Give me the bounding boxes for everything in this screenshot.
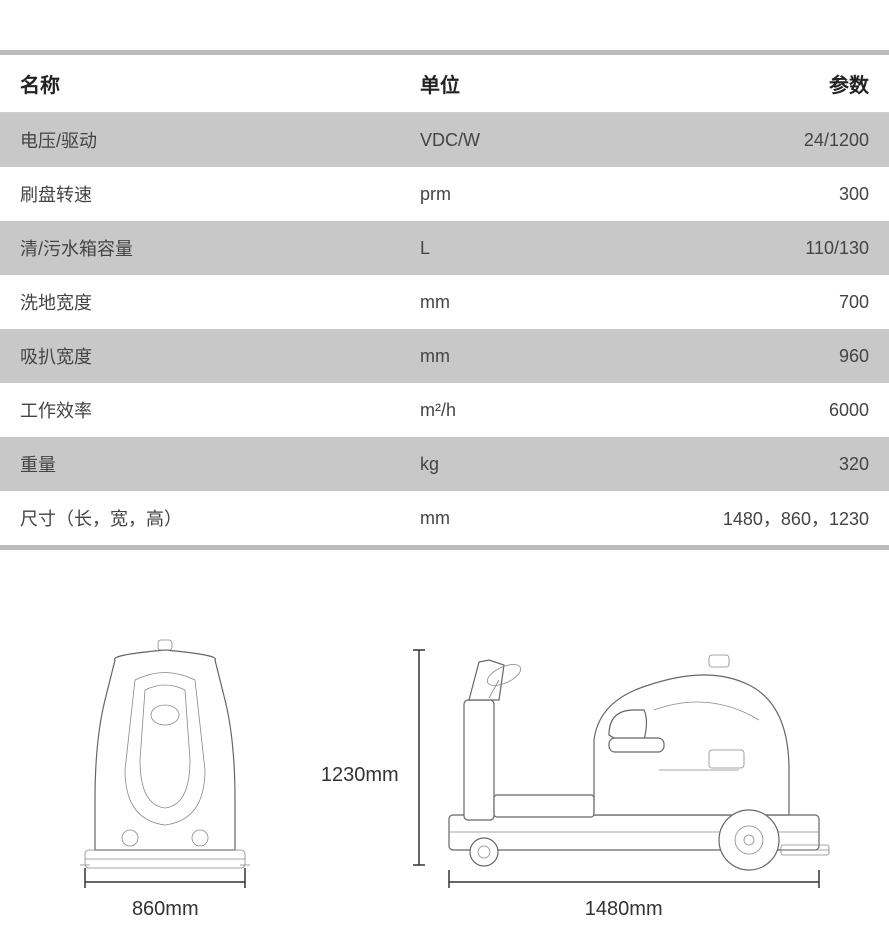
cell-param: 24/1200 (622, 113, 889, 168)
cell-name: 工作效率 (0, 383, 400, 437)
front-width-label: 860mm (132, 898, 199, 921)
cell-name: 重量 (0, 437, 400, 491)
table-row: 吸扒宽度mm960 (0, 329, 889, 383)
side-height-label: 1230mm (321, 764, 399, 787)
cell-unit: mm (400, 275, 622, 329)
side-length-label: 1480mm (585, 898, 663, 921)
cell-unit: mm (400, 329, 622, 383)
cell-unit: m²/h (400, 383, 622, 437)
table-row: 电压/驱动VDC/W24/1200 (0, 113, 889, 168)
cell-param: 960 (622, 329, 889, 383)
front-view-svg (50, 630, 280, 890)
cell-param: 1480，860，1230 (622, 491, 889, 548)
cell-unit: kg (400, 437, 622, 491)
cell-name: 洗地宽度 (0, 275, 400, 329)
cell-param: 300 (622, 167, 889, 221)
table-row: 洗地宽度mm700 (0, 275, 889, 329)
cell-name: 电压/驱动 (0, 113, 400, 168)
cell-param: 110/130 (622, 221, 889, 275)
spec-table: 名称 单位 参数 电压/驱动VDC/W24/1200刷盘转速prm300清/污水… (0, 50, 889, 550)
table-row: 刷盘转速prm300 (0, 167, 889, 221)
header-param: 参数 (622, 53, 889, 113)
header-name: 名称 (0, 53, 400, 113)
table-row: 重量kg320 (0, 437, 889, 491)
cell-name: 清/污水箱容量 (0, 221, 400, 275)
cell-param: 320 (622, 437, 889, 491)
cell-name: 刷盘转速 (0, 167, 400, 221)
table-row: 工作效率m²/h6000 (0, 383, 889, 437)
cell-unit: mm (400, 491, 622, 548)
cell-name: 尺寸（长，宽，高） (0, 491, 400, 548)
table-row: 清/污水箱容量L110/130 (0, 221, 889, 275)
diagram-side: 1230mm (321, 630, 839, 921)
table-row: 尺寸（长，宽，高）mm1480，860，1230 (0, 491, 889, 548)
cell-param: 700 (622, 275, 889, 329)
diagram-front: 860mm (50, 630, 280, 921)
cell-unit: prm (400, 167, 622, 221)
cell-param: 6000 (622, 383, 889, 437)
diagram-row: 860mm 1230mm (0, 630, 889, 951)
cell-unit: L (400, 221, 622, 275)
table-header-row: 名称 单位 参数 (0, 53, 889, 113)
cell-name: 吸扒宽度 (0, 329, 400, 383)
cell-unit: VDC/W (400, 113, 622, 168)
side-view-svg (409, 630, 839, 890)
header-unit: 单位 (400, 53, 622, 113)
